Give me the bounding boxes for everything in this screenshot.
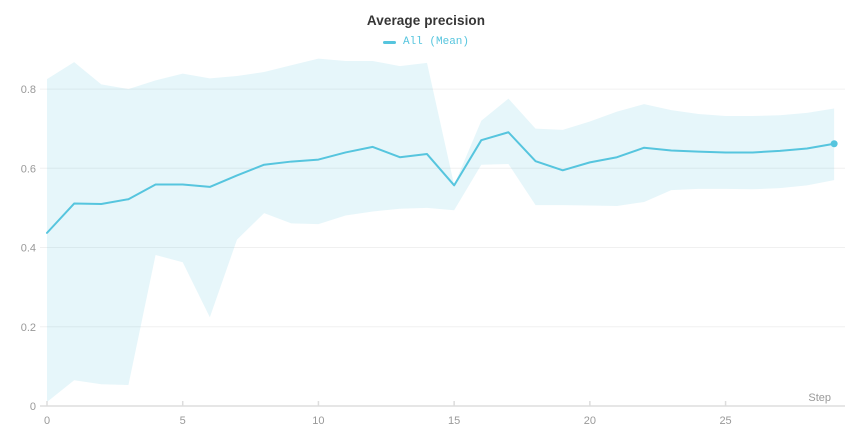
x-tick-label: 5 bbox=[180, 415, 186, 427]
legend-item-label: All (Mean) bbox=[402, 36, 469, 48]
x-tick-label: 10 bbox=[312, 415, 324, 427]
endpoint-marker bbox=[830, 140, 838, 148]
chart-legend: All (Mean) bbox=[0, 35, 852, 50]
legend-item-all-mean[interactable]: All (Mean) bbox=[382, 36, 469, 48]
page-title: Average precision bbox=[366, 13, 486, 28]
y-tick-label: 0.6 bbox=[21, 163, 36, 175]
mean-line bbox=[46, 131, 836, 234]
x-tick-label: 0 bbox=[44, 415, 50, 427]
x-axis-title: Step bbox=[808, 392, 831, 404]
legend-line-swatch-icon bbox=[382, 41, 396, 44]
x-tick-label: 15 bbox=[448, 415, 460, 427]
y-tick-label: 0 bbox=[30, 401, 36, 413]
y-tick-label: 0.8 bbox=[21, 84, 36, 96]
confidence-band bbox=[47, 58, 835, 403]
y-tick-label: 0.4 bbox=[21, 243, 36, 255]
y-tick-label: 0.2 bbox=[21, 322, 36, 334]
x-tick-label: 20 bbox=[584, 415, 596, 427]
x-tick-label: 25 bbox=[719, 415, 731, 427]
